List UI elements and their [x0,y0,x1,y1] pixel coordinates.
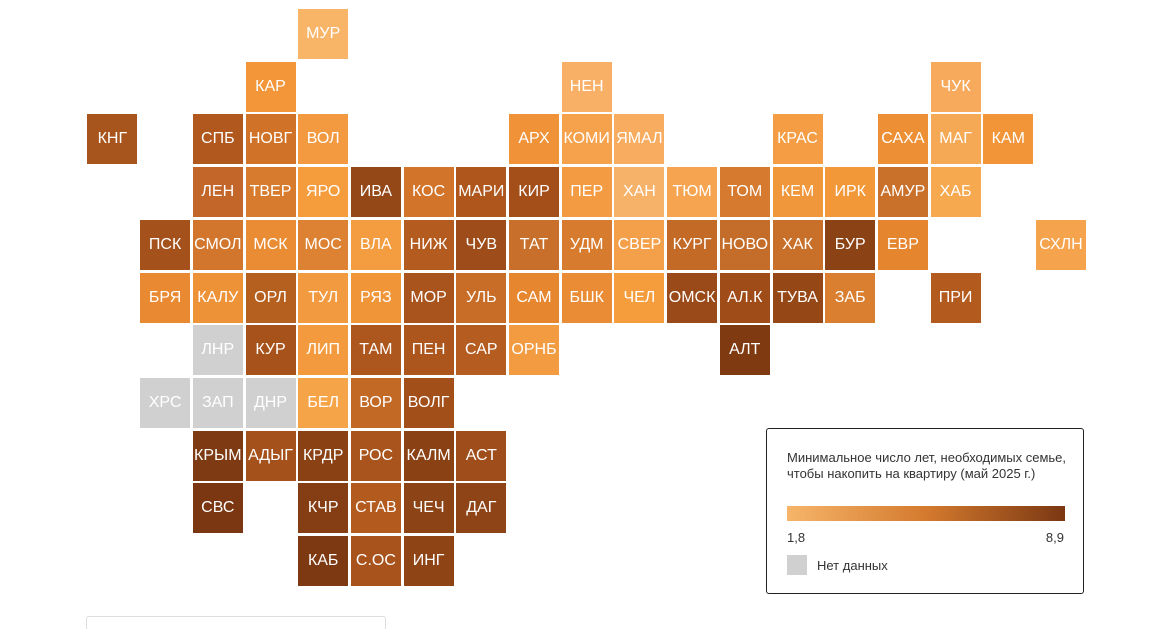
region-tile[interactable]: АСТ [456,430,507,481]
region-tile[interactable]: ЛЕН [192,167,243,218]
region-tile[interactable]: С.ОС [350,536,401,586]
legend-title: Минимальное число лет, необходимых семье… [787,450,1067,481]
region-tile[interactable]: ВОЛГ [403,377,454,428]
region-tile[interactable]: ИРК [825,167,876,218]
region-tile[interactable]: ВОЛ [298,114,349,165]
no-data-swatch [787,555,807,575]
region-tile[interactable]: ТВЕР [245,167,296,218]
region-tile[interactable]: БУР [825,219,876,270]
region-tile[interactable]: КАР [245,61,296,112]
legend-min-label: 1,8 [787,530,806,545]
region-tile[interactable]: ПЕР [561,167,612,218]
region-tile[interactable]: НОВО [719,219,770,270]
region-tile[interactable]: АРХ [509,114,559,165]
region-tile[interactable]: УЛЬ [456,272,507,323]
region-tile[interactable]: МАГ [930,114,981,165]
region-tile[interactable]: МОС [298,219,349,270]
region-tile[interactable]: БЕЛ [298,377,349,428]
region-tile[interactable]: ТУВА [772,272,823,323]
region-tile[interactable]: ДНР [245,377,296,428]
region-tile[interactable]: НОВГ [245,114,296,165]
region-tile[interactable]: СХЛН [1036,219,1086,270]
region-tile[interactable]: КАЛУ [192,272,243,323]
region-tile[interactable]: КУРГ [667,219,718,270]
region-tile[interactable]: КОС [403,167,454,218]
region-tile[interactable]: САМ [509,272,559,323]
region-tile[interactable]: САХА [877,114,928,165]
region-tile[interactable]: РОС [350,430,401,481]
region-tile[interactable]: ПЕН [403,325,454,376]
region-tile[interactable]: ЧЕЛ [614,272,665,323]
region-tile[interactable]: МСК [245,219,296,270]
region-tile[interactable]: ИНГ [403,536,454,586]
region-tile[interactable]: АМУР [877,167,928,218]
region-tile[interactable]: ХАК [772,219,823,270]
region-tile[interactable]: ИВА [350,167,401,218]
region-tile[interactable]: ТАТ [509,219,559,270]
region-tile[interactable]: НИЖ [403,219,454,270]
region-tile[interactable]: БШК [561,272,612,323]
region-tile[interactable]: АЛТ [719,325,770,376]
region-tile[interactable]: АДЫГ [245,430,296,481]
region-tile[interactable]: ПРИ [930,272,981,323]
region-tile[interactable]: УДМ [561,219,612,270]
region-tile[interactable]: МОР [403,272,454,323]
region-tile[interactable]: КУР [245,325,296,376]
region-tile[interactable]: КНГ [87,114,138,165]
region-tile[interactable]: ТАМ [350,325,401,376]
legend-max-label: 8,9 [1045,530,1064,545]
region-tile[interactable]: ЯМАЛ [614,114,665,165]
legend: Минимальное число лет, необходимых семье… [766,428,1084,594]
region-tile[interactable]: КАЛМ [403,430,454,481]
region-tile[interactable]: БРЯ [140,272,191,323]
region-tile[interactable]: ВОР [350,377,401,428]
region-tile[interactable]: САР [456,325,507,376]
region-tile[interactable]: ЯРО [298,167,349,218]
region-tile[interactable]: АЛ.К [719,272,770,323]
region-tile[interactable]: ЧУК [930,61,981,112]
region-tile[interactable]: ОРЛ [245,272,296,323]
region-tile[interactable]: КАМ [983,114,1034,165]
legend-gradient-bar [787,506,1065,521]
region-tile[interactable]: ТОМ [719,167,770,218]
region-tile[interactable]: ЗАП [192,377,243,428]
region-tile[interactable]: ОМСК [667,272,718,323]
region-tile[interactable]: КИР [509,167,559,218]
region-tile[interactable]: КАБ [298,536,349,586]
region-tile[interactable]: СТАВ [350,483,401,534]
region-tile[interactable]: ХАБ [930,167,981,218]
region-tile[interactable]: МУР [298,9,349,59]
region-tile[interactable]: ЛИП [298,325,349,376]
no-data-label: Нет данных [817,558,888,573]
region-tile[interactable]: СВЕР [614,219,665,270]
region-tile[interactable]: ТУЛ [298,272,349,323]
region-tile[interactable]: КРДР [298,430,349,481]
region-tile[interactable]: НЕН [561,61,612,112]
region-tile[interactable]: РЯЗ [350,272,401,323]
region-tile[interactable]: КЕМ [772,167,823,218]
region-tile[interactable]: ЧЕЧ [403,483,454,534]
region-tile[interactable]: ХРС [140,377,191,428]
region-tile[interactable]: ХАН [614,167,665,218]
region-tile[interactable]: ЕВР [877,219,928,270]
region-tile[interactable]: ВЛА [350,219,401,270]
region-tile[interactable]: СВС [192,483,243,534]
region-tile[interactable]: МАРИ [456,167,507,218]
region-tile[interactable]: ПСК [140,219,191,270]
region-tile[interactable]: КРЫМ [192,430,243,481]
region-tile[interactable]: ЛНР [192,325,243,376]
region-tile[interactable]: ОРНБ [509,325,559,376]
region-tile[interactable]: КЧР [298,483,349,534]
region-tile[interactable]: КРАС [772,114,823,165]
region-tile[interactable]: СПБ [192,114,243,165]
region-tile[interactable]: ДАГ [456,483,507,534]
region-tile[interactable]: СМОЛ [192,219,243,270]
region-tile[interactable]: КОМИ [561,114,612,165]
region-tile[interactable]: ЧУВ [456,219,507,270]
region-tile[interactable]: ТЮМ [667,167,718,218]
region-tile[interactable]: ЗАБ [825,272,876,323]
